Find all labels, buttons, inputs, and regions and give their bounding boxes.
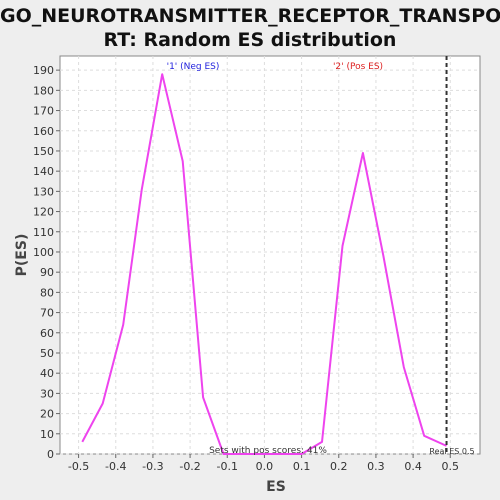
- x-tick-label: -0.3: [142, 460, 163, 473]
- pos-es-label: '2' (Pos ES): [333, 62, 383, 72]
- x-tick-label: -0.4: [105, 460, 126, 473]
- y-tick-label: 190: [33, 64, 54, 77]
- y-tick-label: 150: [33, 145, 54, 158]
- pos-scores-text: Sets with pos scores: 41%: [209, 446, 327, 456]
- y-tick-label: 40: [40, 367, 54, 380]
- y-tick-label: 180: [33, 84, 54, 97]
- plot-background: [60, 56, 480, 454]
- x-tick-label: 0.1: [293, 460, 311, 473]
- real-es-text: Real ES 0.5: [429, 447, 474, 456]
- x-tick-label: 0.0: [256, 460, 274, 473]
- x-tick-label: 0.2: [330, 460, 348, 473]
- x-tick-label: 0.4: [404, 460, 422, 473]
- y-tick-label: 160: [33, 125, 54, 138]
- y-tick-label: 100: [33, 246, 54, 259]
- y-tick-label: 110: [33, 226, 54, 239]
- y-tick-label: 130: [33, 185, 54, 198]
- y-tick-label: 10: [40, 428, 54, 441]
- y-tick-label: 20: [40, 408, 54, 421]
- y-tick-label: 0: [47, 448, 54, 461]
- x-tick-label: -0.5: [68, 460, 89, 473]
- y-tick-label: 70: [40, 307, 54, 320]
- neg-es-label: '1' (Neg ES): [167, 62, 220, 72]
- x-axis-ticks: -0.5 -0.4 -0.3 -0.2 -0.1 0.0 0.1 0.2 0.3 0.4 0.5: [68, 454, 459, 473]
- y-tick-label: 140: [33, 165, 54, 178]
- y-tick-label: 80: [40, 286, 54, 299]
- y-tick-label: 50: [40, 347, 54, 360]
- y-tick-label: 170: [33, 105, 54, 118]
- x-tick-label: 0.5: [442, 460, 460, 473]
- y-tick-label: 30: [40, 387, 54, 400]
- y-tick-label: 90: [40, 266, 54, 279]
- x-axis-label: ES: [266, 479, 286, 495]
- x-tick-label: -0.2: [179, 460, 200, 473]
- y-axis-ticks: 0 10 20 30 40 50 60 70 80 90 100 110 120 130 140 150 160…: [33, 64, 60, 461]
- y-axis-label: P(ES): [14, 234, 30, 277]
- x-tick-label: -0.1: [217, 460, 238, 473]
- y-tick-label: 60: [40, 327, 54, 340]
- y-tick-label: 120: [33, 206, 54, 219]
- x-tick-label: 0.3: [367, 460, 385, 473]
